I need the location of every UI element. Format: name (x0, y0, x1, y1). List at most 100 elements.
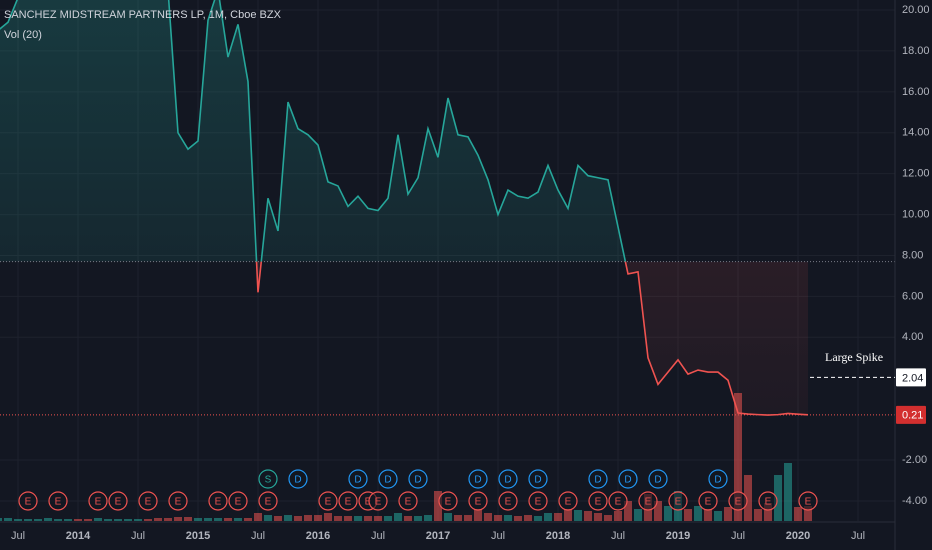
annotation-text: Large Spike (825, 350, 883, 364)
volume-bar (484, 513, 492, 521)
volume-bar (54, 519, 62, 521)
volume-bar (304, 515, 312, 521)
event-label: E (565, 497, 572, 508)
volume-bar (324, 513, 332, 521)
volume-bar (194, 518, 202, 521)
volume-bar (34, 519, 42, 521)
volume-bar (184, 517, 192, 521)
annotation-tag-label: 2.04 (902, 372, 923, 384)
event-label: S (265, 475, 272, 486)
event-marker (708, 469, 728, 489)
volume-bar (264, 515, 272, 521)
event-marker (108, 491, 128, 511)
event-label: E (265, 497, 272, 508)
y-tick-label: 8.00 (902, 249, 923, 261)
volume-bar (94, 518, 102, 521)
event-marker (438, 491, 458, 511)
volume-bar (74, 519, 82, 521)
volume-bar (534, 516, 542, 521)
volume-bar (564, 509, 572, 521)
event-label: E (95, 497, 102, 508)
volume-bar (404, 516, 412, 521)
event-marker (208, 491, 228, 511)
area-down (256, 261, 808, 416)
event-marker (728, 491, 748, 511)
volume-bar (524, 515, 532, 521)
volume-bar (684, 509, 692, 521)
event-label: D (624, 475, 631, 486)
event-marker (498, 469, 518, 489)
volume-bar (494, 515, 502, 521)
event-marker (378, 469, 398, 489)
x-tick-label: Jul (11, 530, 25, 542)
volume-bar (394, 513, 402, 521)
volume-bar (154, 518, 162, 521)
y-tick-label: 18.00 (902, 45, 930, 57)
x-tick-label: 2017 (426, 530, 450, 542)
volume-bar (734, 393, 742, 521)
y-tick-label: 20.00 (902, 4, 930, 16)
x-tick-label: 2020 (786, 530, 810, 542)
event-label: D (474, 475, 481, 486)
y-tick-label: 10.00 (902, 208, 930, 220)
volume-bar (514, 516, 522, 521)
x-tick-label: 2015 (186, 530, 210, 542)
volume-bar (164, 518, 172, 521)
event-label: E (595, 497, 602, 508)
event-label: E (145, 497, 152, 508)
volume-bar (474, 509, 482, 521)
price-axis (895, 0, 932, 550)
event-label: E (375, 497, 382, 508)
volume-bar (754, 509, 762, 521)
event-marker (138, 491, 158, 511)
event-label: E (805, 497, 812, 508)
volume (0, 393, 812, 521)
y-tick-label: -2.00 (902, 454, 927, 466)
volume-bar (144, 519, 152, 521)
volume-bar (204, 518, 212, 521)
event-label: D (714, 475, 721, 486)
volume-bar (414, 516, 422, 521)
x-tick-label: Jul (371, 530, 385, 542)
volume-bar (594, 513, 602, 521)
volume-bar (234, 518, 242, 521)
event-marker (528, 469, 548, 489)
volume-bar (604, 515, 612, 521)
y-tick-label: 4.00 (902, 331, 923, 343)
x-tick-label: Jul (251, 530, 265, 542)
volume-bar (624, 501, 632, 521)
x-tick-label: Jul (491, 530, 505, 542)
event-label: E (765, 497, 772, 508)
event-marker (258, 491, 278, 511)
volume-bar (444, 513, 452, 521)
x-tick-label: Jul (611, 530, 625, 542)
volume-bar (14, 519, 22, 521)
event-marker (408, 469, 428, 489)
volume-bar (704, 509, 712, 521)
x-tick-label: 2014 (66, 530, 91, 542)
event-marker (48, 491, 68, 511)
volume-bar (284, 515, 292, 521)
y-tick-label: 16.00 (902, 86, 930, 98)
event-marker (618, 469, 638, 489)
volume-bar (374, 516, 382, 521)
event-label: E (345, 497, 352, 508)
volume-bar (504, 515, 512, 521)
volume-bar (784, 463, 792, 521)
event-marker (698, 491, 718, 511)
event-label: E (175, 497, 182, 508)
volume-bar (364, 516, 372, 521)
event-marker (468, 469, 488, 489)
volume-bar (714, 511, 722, 521)
area-up (0, 0, 808, 262)
volume-bar (104, 519, 112, 521)
event-label: E (235, 497, 242, 508)
event-marker (258, 469, 278, 489)
volume-bar (584, 511, 592, 521)
volume-bar (764, 503, 772, 521)
event-marker (758, 491, 778, 511)
event-marker (468, 491, 488, 511)
event-label: D (384, 475, 391, 486)
volume-bar (544, 513, 552, 521)
x-tick-label: Jul (131, 530, 145, 542)
